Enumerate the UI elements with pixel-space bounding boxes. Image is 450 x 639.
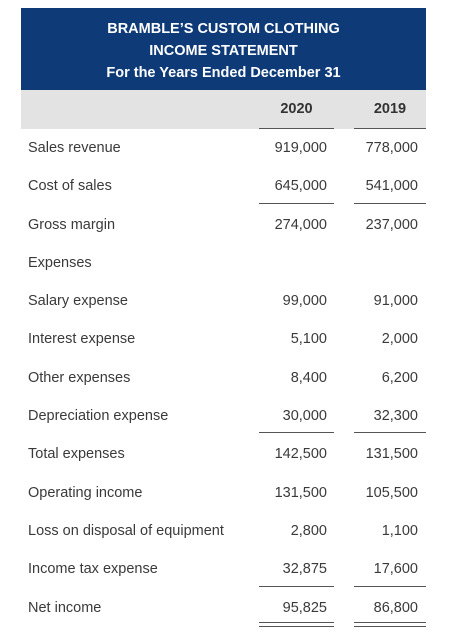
subtotal-rule	[354, 432, 426, 434]
value-2019: 32,300	[373, 408, 418, 425]
row-label: Gross margin	[28, 216, 116, 233]
statement-period: For the Years Ended December 31	[106, 65, 341, 81]
table-row: Income tax expense 32,875 17,600	[21, 550, 426, 588]
subtotal-rule	[259, 202, 334, 204]
row-label: Total expenses	[28, 446, 125, 463]
value-2019: 131,500	[365, 446, 418, 463]
column-header-2019: 2019	[373, 101, 407, 117]
row-label: Salary expense	[28, 293, 128, 310]
value-2020: 30,000	[282, 408, 327, 425]
column-underline	[354, 128, 426, 129]
row-label: Other expenses	[28, 369, 131, 386]
statement-title: INCOME STATEMENT	[149, 43, 298, 59]
table-row: Operating income 131,500 105,500	[21, 474, 426, 512]
row-label: Operating income	[28, 484, 143, 501]
row-label: Net income	[28, 599, 102, 616]
table-row: Expenses	[21, 244, 426, 282]
row-label: Loss on disposal of equipment	[28, 522, 224, 539]
table-row: Other expenses 8,400 6,200	[21, 359, 426, 397]
value-2020: 5,100	[290, 331, 327, 348]
double-rule	[259, 621, 334, 627]
value-2020: 99,000	[282, 293, 327, 310]
income-statement: BRAMBLE’S CUSTOM CLOTHING INCOME STATEME…	[21, 8, 426, 627]
table-row: Salary expense 99,000 91,000	[21, 282, 426, 320]
table-row: Sales revenue 919,000 778,000	[21, 129, 426, 167]
table-row: Gross margin 274,000 237,000	[21, 206, 426, 244]
value-2020: 32,875	[282, 561, 327, 578]
row-label: Expenses	[28, 254, 92, 271]
value-2019: 17,600	[373, 561, 418, 578]
column-header-2020: 2020	[280, 101, 313, 117]
subtotal-rule	[259, 585, 334, 587]
table-row: Total expenses 142,500 131,500	[21, 435, 426, 473]
value-2020: 919,000	[274, 140, 327, 156]
value-2020: 95,825	[282, 599, 327, 616]
value-2019: 2,000	[381, 331, 418, 348]
value-2019: 1,100	[381, 522, 418, 539]
table-row: Interest expense 5,100 2,000	[21, 320, 426, 358]
value-2019: 86,800	[373, 599, 418, 616]
value-2019: 237,000	[365, 216, 418, 233]
value-2019: 6,200	[381, 369, 418, 386]
value-2020: 142,500	[274, 446, 327, 463]
row-label: Income tax expense	[28, 561, 158, 578]
value-2020: 2,800	[290, 522, 327, 539]
statement-rows: Sales revenue 919,000 778,000 Cost of sales…	[21, 129, 426, 627]
column-underline	[259, 128, 334, 129]
column-header-row: 2020 2019	[21, 90, 426, 129]
value-2019: 541,000	[365, 178, 418, 195]
table-row: Depreciation expense 30,000 32,300	[21, 397, 426, 435]
subtotal-rule	[259, 432, 334, 434]
value-2020: 8,400	[290, 369, 327, 386]
subtotal-rule	[354, 202, 426, 204]
row-label: Cost of sales	[28, 178, 112, 195]
value-2019: 91,000	[373, 293, 418, 310]
row-label: Sales revenue	[28, 140, 121, 156]
value-2019: 778,000	[365, 140, 418, 156]
value-2020: 645,000	[274, 178, 327, 195]
value-2020: 131,500	[274, 484, 327, 501]
row-label: Depreciation expense	[28, 408, 169, 425]
table-row: Loss on disposal of equipment 2,800 1,100	[21, 512, 426, 550]
value-2020: 274,000	[274, 216, 327, 233]
table-row: Net income 95,825 86,800	[21, 589, 426, 627]
company-name: BRAMBLE’S CUSTOM CLOTHING	[107, 21, 340, 37]
table-row: Cost of sales 645,000 541,000	[21, 167, 426, 205]
value-2019: 105,500	[365, 484, 418, 501]
subtotal-rule	[354, 585, 426, 587]
double-rule	[354, 621, 426, 627]
statement-header: BRAMBLE’S CUSTOM CLOTHING INCOME STATEME…	[21, 8, 426, 90]
row-label: Interest expense	[28, 331, 136, 348]
